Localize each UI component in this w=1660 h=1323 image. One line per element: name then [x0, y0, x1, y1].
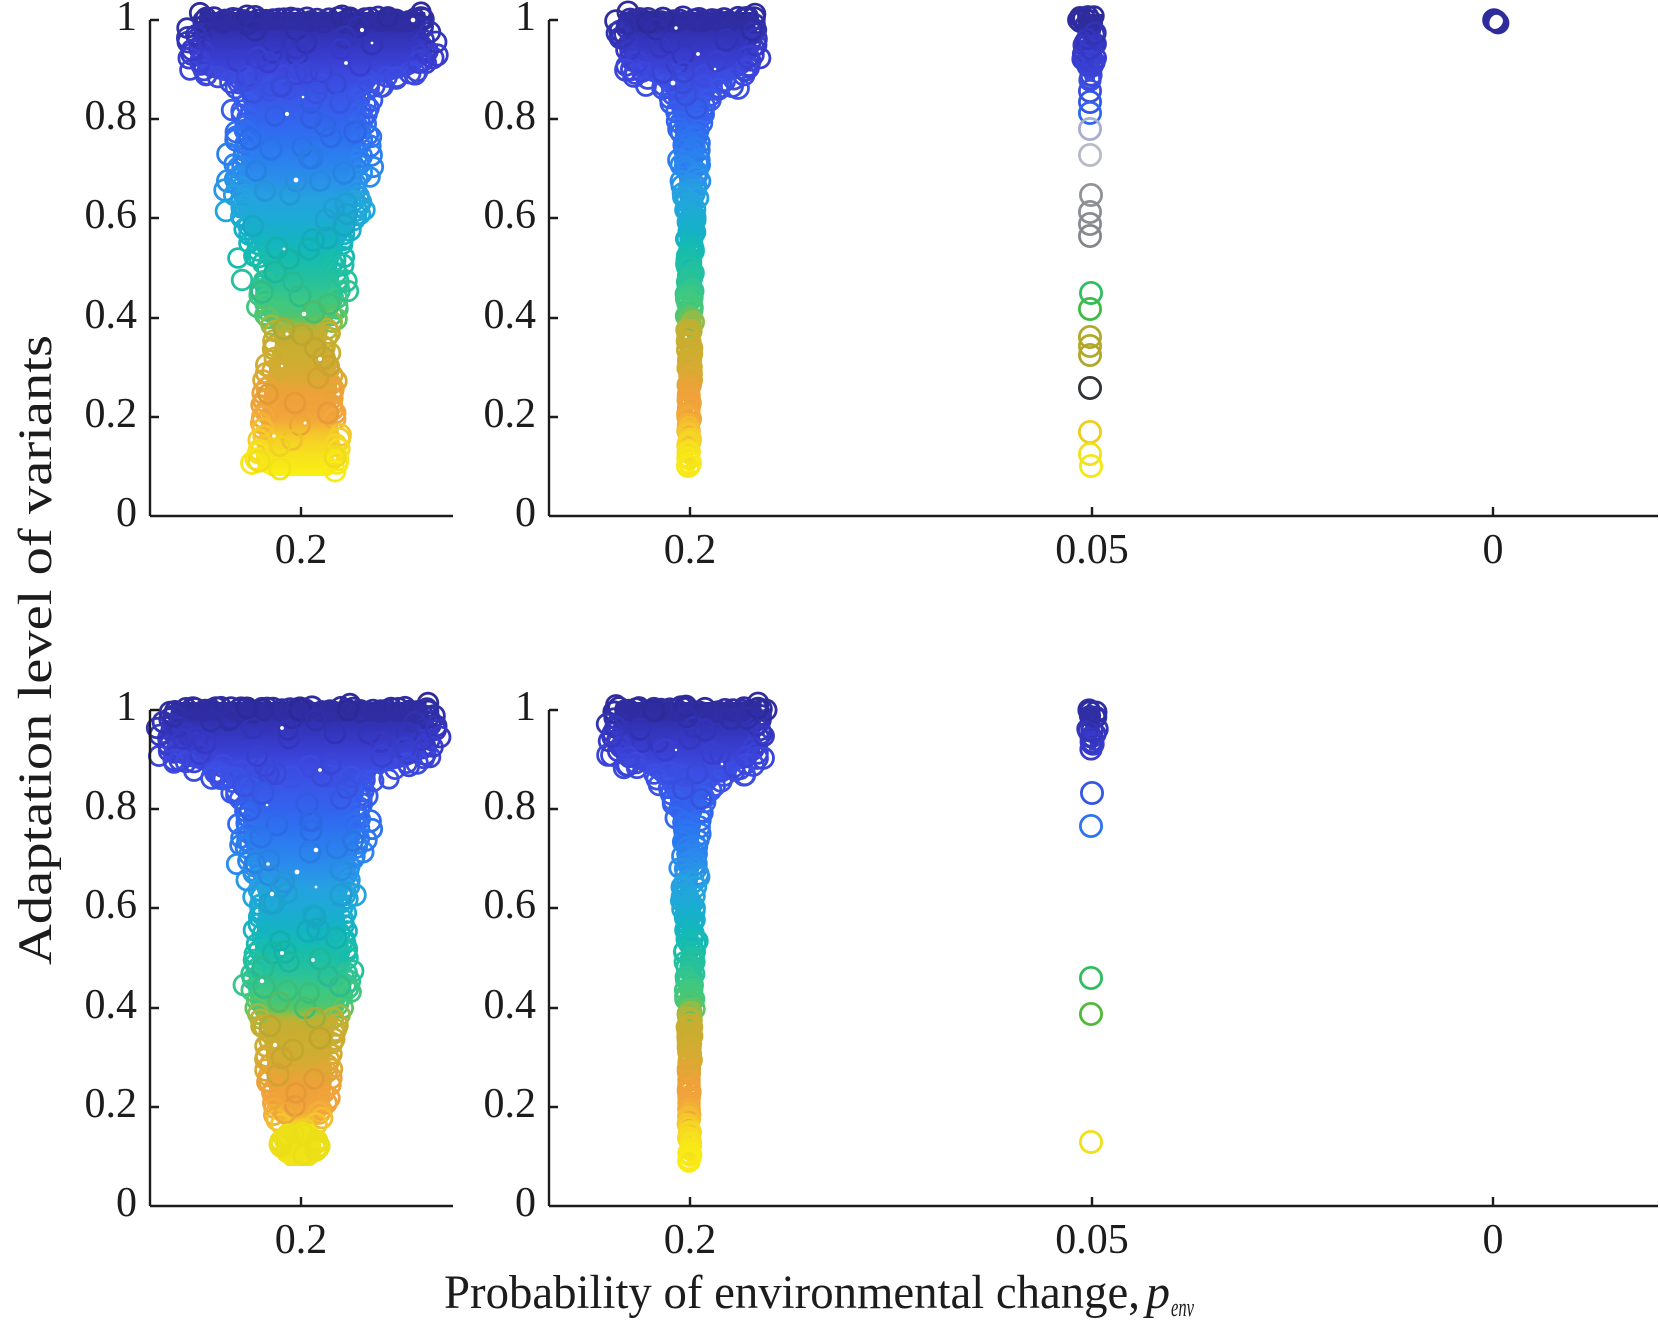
svg-text:0.8: 0.8: [484, 783, 537, 829]
svg-text:0: 0: [116, 1180, 137, 1226]
svg-text:0.2: 0.2: [664, 527, 717, 573]
svg-text:0.4: 0.4: [484, 982, 537, 1028]
svg-text:0: 0: [1483, 527, 1504, 573]
svg-text:1: 1: [515, 0, 536, 40]
svg-text:0.4: 0.4: [85, 292, 138, 338]
svg-text:0.2: 0.2: [85, 391, 138, 437]
svg-text:0.6: 0.6: [85, 882, 138, 928]
svg-text:0.2: 0.2: [275, 527, 328, 573]
svg-text:0.6: 0.6: [484, 882, 537, 928]
svg-text:0.8: 0.8: [85, 93, 138, 139]
svg-text:0: 0: [515, 490, 536, 536]
svg-text:0: 0: [1483, 1217, 1504, 1263]
svg-text:Adaptation level of variants: Adaptation level of variants: [9, 335, 62, 965]
svg-text:0.2: 0.2: [484, 391, 537, 437]
svg-text:0: 0: [116, 490, 137, 536]
svg-text:1: 1: [116, 684, 137, 730]
svg-text:0.05: 0.05: [1055, 1217, 1129, 1263]
svg-text:0.4: 0.4: [484, 292, 537, 338]
svg-text:1: 1: [515, 684, 536, 730]
svg-text:0.6: 0.6: [484, 192, 537, 238]
svg-text:0.05: 0.05: [1055, 527, 1129, 573]
svg-text:0.2: 0.2: [484, 1081, 537, 1127]
svg-text:0.2: 0.2: [664, 1217, 717, 1263]
svg-text:Probability of environmental c: Probability of environmental change,: [444, 1266, 1140, 1318]
svg-text:0.6: 0.6: [85, 192, 138, 238]
svg-text:p: p: [1143, 1266, 1170, 1318]
svg-text:0.4: 0.4: [85, 982, 138, 1028]
svg-text:0: 0: [515, 1180, 536, 1226]
svg-text:0.8: 0.8: [85, 783, 138, 829]
svg-text:0.2: 0.2: [85, 1081, 138, 1127]
svg-text:0.2: 0.2: [275, 1217, 328, 1263]
svg-text:0.8: 0.8: [484, 93, 537, 139]
svg-text:1: 1: [116, 0, 137, 40]
svg-text:env: env: [1171, 1293, 1194, 1318]
